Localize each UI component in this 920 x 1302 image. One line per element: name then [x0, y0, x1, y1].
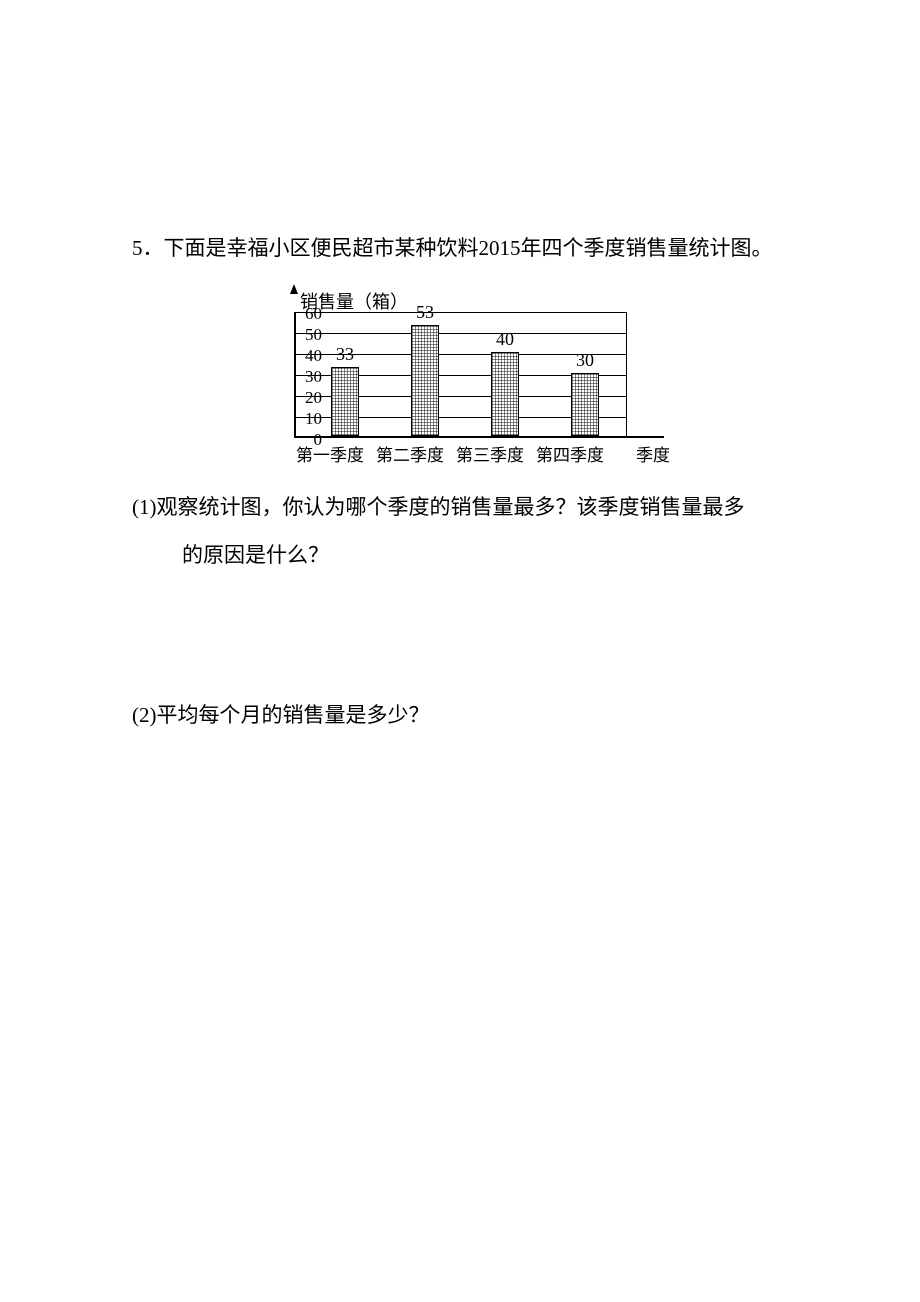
plot-area: 33 53 40 30 [294, 312, 664, 438]
plot-right-border [626, 312, 627, 438]
x-tick-q2: 第二季度 [376, 441, 444, 466]
problem-title-text: 下面是幸福小区便民超市某种饮料2015年四个季度销售量统计图。 [164, 236, 773, 260]
bar-label-q2: 53 [405, 302, 445, 323]
gridline-50 [296, 333, 626, 334]
x-tick-q3: 第三季度 [456, 441, 524, 466]
question-1-line2: 的原因是什么？ [182, 543, 329, 567]
bar-chart: 销售量（箱） 60 50 40 30 20 10 0 [240, 284, 700, 464]
y-axis-arrow-icon [290, 284, 298, 294]
bar-q3 [491, 352, 519, 436]
x-axis-title: 季度 [636, 441, 670, 466]
bar-q1 [331, 367, 359, 436]
bar-label-q4: 30 [565, 350, 605, 371]
x-tick-q1: 第一季度 [296, 441, 364, 466]
question-1: (1)观察统计图，你认为哪个季度的销售量最多？该季度销售量最多 [132, 486, 808, 528]
problem-statement: 5．下面是幸福小区便民超市某种饮料2015年四个季度销售量统计图。 [132, 232, 808, 266]
question-1-line2-wrap: 的原因是什么？ [132, 534, 808, 576]
question-1-line1: (1)观察统计图，你认为哪个季度的销售量最多？该季度销售量最多 [132, 495, 744, 519]
bar-q2 [411, 325, 439, 436]
bar-label-q1: 33 [325, 344, 365, 365]
x-tick-q4: 第四季度 [536, 441, 604, 466]
bar-label-q3: 40 [485, 329, 525, 350]
question-2-text: (2)平均每个月的销售量是多少？ [132, 703, 430, 727]
question-2: (2)平均每个月的销售量是多少？ [132, 694, 808, 736]
bar-q4 [571, 373, 599, 436]
problem-number: 5． [132, 236, 164, 260]
gridline-60 [296, 312, 626, 313]
